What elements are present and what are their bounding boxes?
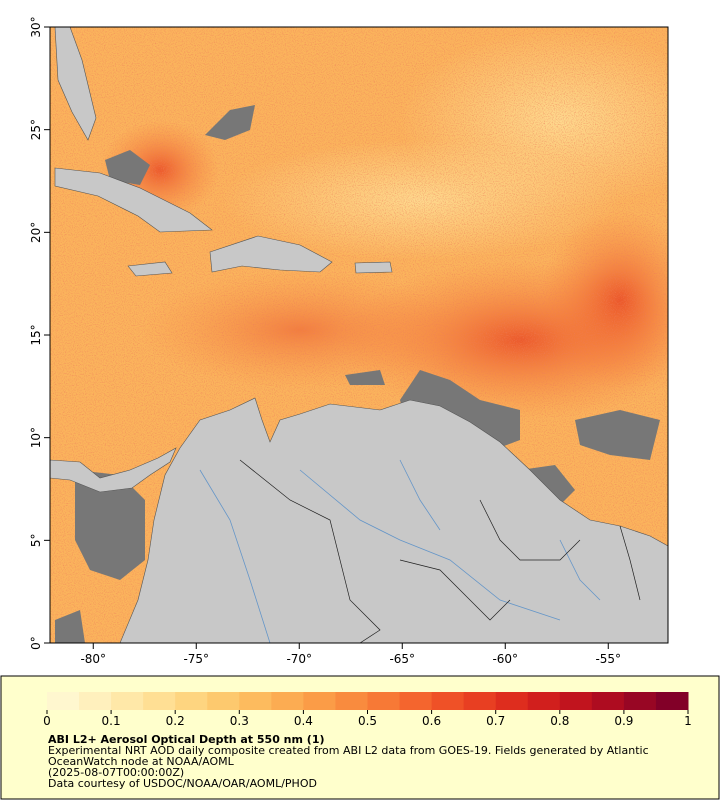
colorbar-segment	[495, 692, 529, 710]
colorbar-segment	[559, 692, 593, 710]
colorbar-segment	[367, 692, 401, 710]
y-tick-label: 20°	[29, 222, 43, 243]
y-tick-label: 25°	[29, 119, 43, 140]
y-tick-label: 5°	[29, 534, 43, 548]
clouds	[55, 105, 660, 643]
colorbar-tick-label: 0.5	[358, 714, 377, 728]
colorbar-tick-label: 0.9	[614, 714, 633, 728]
colorbar-tick-label: 0.4	[294, 714, 313, 728]
colorbar-tick-label: 0	[43, 714, 51, 728]
y-tick-label: 30°	[29, 16, 43, 37]
colorbar-segment	[111, 692, 144, 710]
colorbar-segment	[527, 692, 561, 710]
colorbar-tick-label: 0.6	[422, 714, 441, 728]
colorbar-segment	[303, 692, 336, 710]
colorbar-segment	[655, 692, 689, 710]
colorbar-segment	[271, 692, 304, 710]
colorbar-segment	[591, 692, 625, 710]
colorbar-segment	[47, 692, 80, 710]
colorbar-tick-label: 0.7	[486, 714, 505, 728]
axes: -80° -75° -70° -65° -60° -55° 0° 5° 10° 15° 20° 25°…	[29, 16, 621, 666]
colorbar-tick-label: 1	[684, 714, 692, 728]
caption-line: (2025-08-07T00:00:00Z)	[48, 766, 184, 779]
colorbar-segment	[143, 692, 176, 710]
caption-line: Experimental NRT AOD daily composite cre…	[48, 744, 649, 757]
colorbar-segment	[399, 692, 433, 710]
borders	[239, 459, 641, 643]
x-tick-label: -65°	[389, 652, 415, 666]
colorbar-segment	[175, 692, 208, 710]
colorbar-tick-label: 0.1	[102, 714, 121, 728]
colorbar-segment	[335, 692, 368, 710]
x-tick-label: -70°	[286, 652, 312, 666]
x-tick-label: -75°	[183, 652, 209, 666]
x-tick-label: -55°	[595, 652, 621, 666]
x-tick-label: -80°	[80, 652, 106, 666]
colorbar-segment	[431, 692, 465, 710]
colorbar: 0 0.1 0.2 0.3 0.4 0.5 0.6 0.7 0.8 0.9 1	[43, 692, 692, 728]
caption-title: ABI L2+ Aerosol Optical Depth at 550 nm …	[48, 733, 325, 746]
colorbar-tick-label: 0.2	[166, 714, 185, 728]
colorbar-segment	[239, 692, 272, 710]
colorbar-segment	[623, 692, 657, 710]
colorbar-segment	[79, 692, 112, 710]
colorbar-tick-label: 0.3	[230, 714, 249, 728]
caption-line: Data courtesy of USDOC/NOAA/OAR/AOML/PHO…	[48, 777, 317, 790]
y-tick-label: 15°	[29, 324, 43, 345]
y-tick-label: 10°	[29, 427, 43, 448]
y-tick-label: 0°	[29, 636, 43, 650]
map-area	[50, 27, 668, 643]
x-tick-label: -60°	[492, 652, 518, 666]
colorbar-segment	[463, 692, 497, 710]
colorbar-tick-label: 0.8	[550, 714, 569, 728]
caption-line: OceanWatch node at NOAA/AOML	[48, 755, 235, 768]
land	[50, 27, 668, 643]
colorbar-segment	[207, 692, 240, 710]
